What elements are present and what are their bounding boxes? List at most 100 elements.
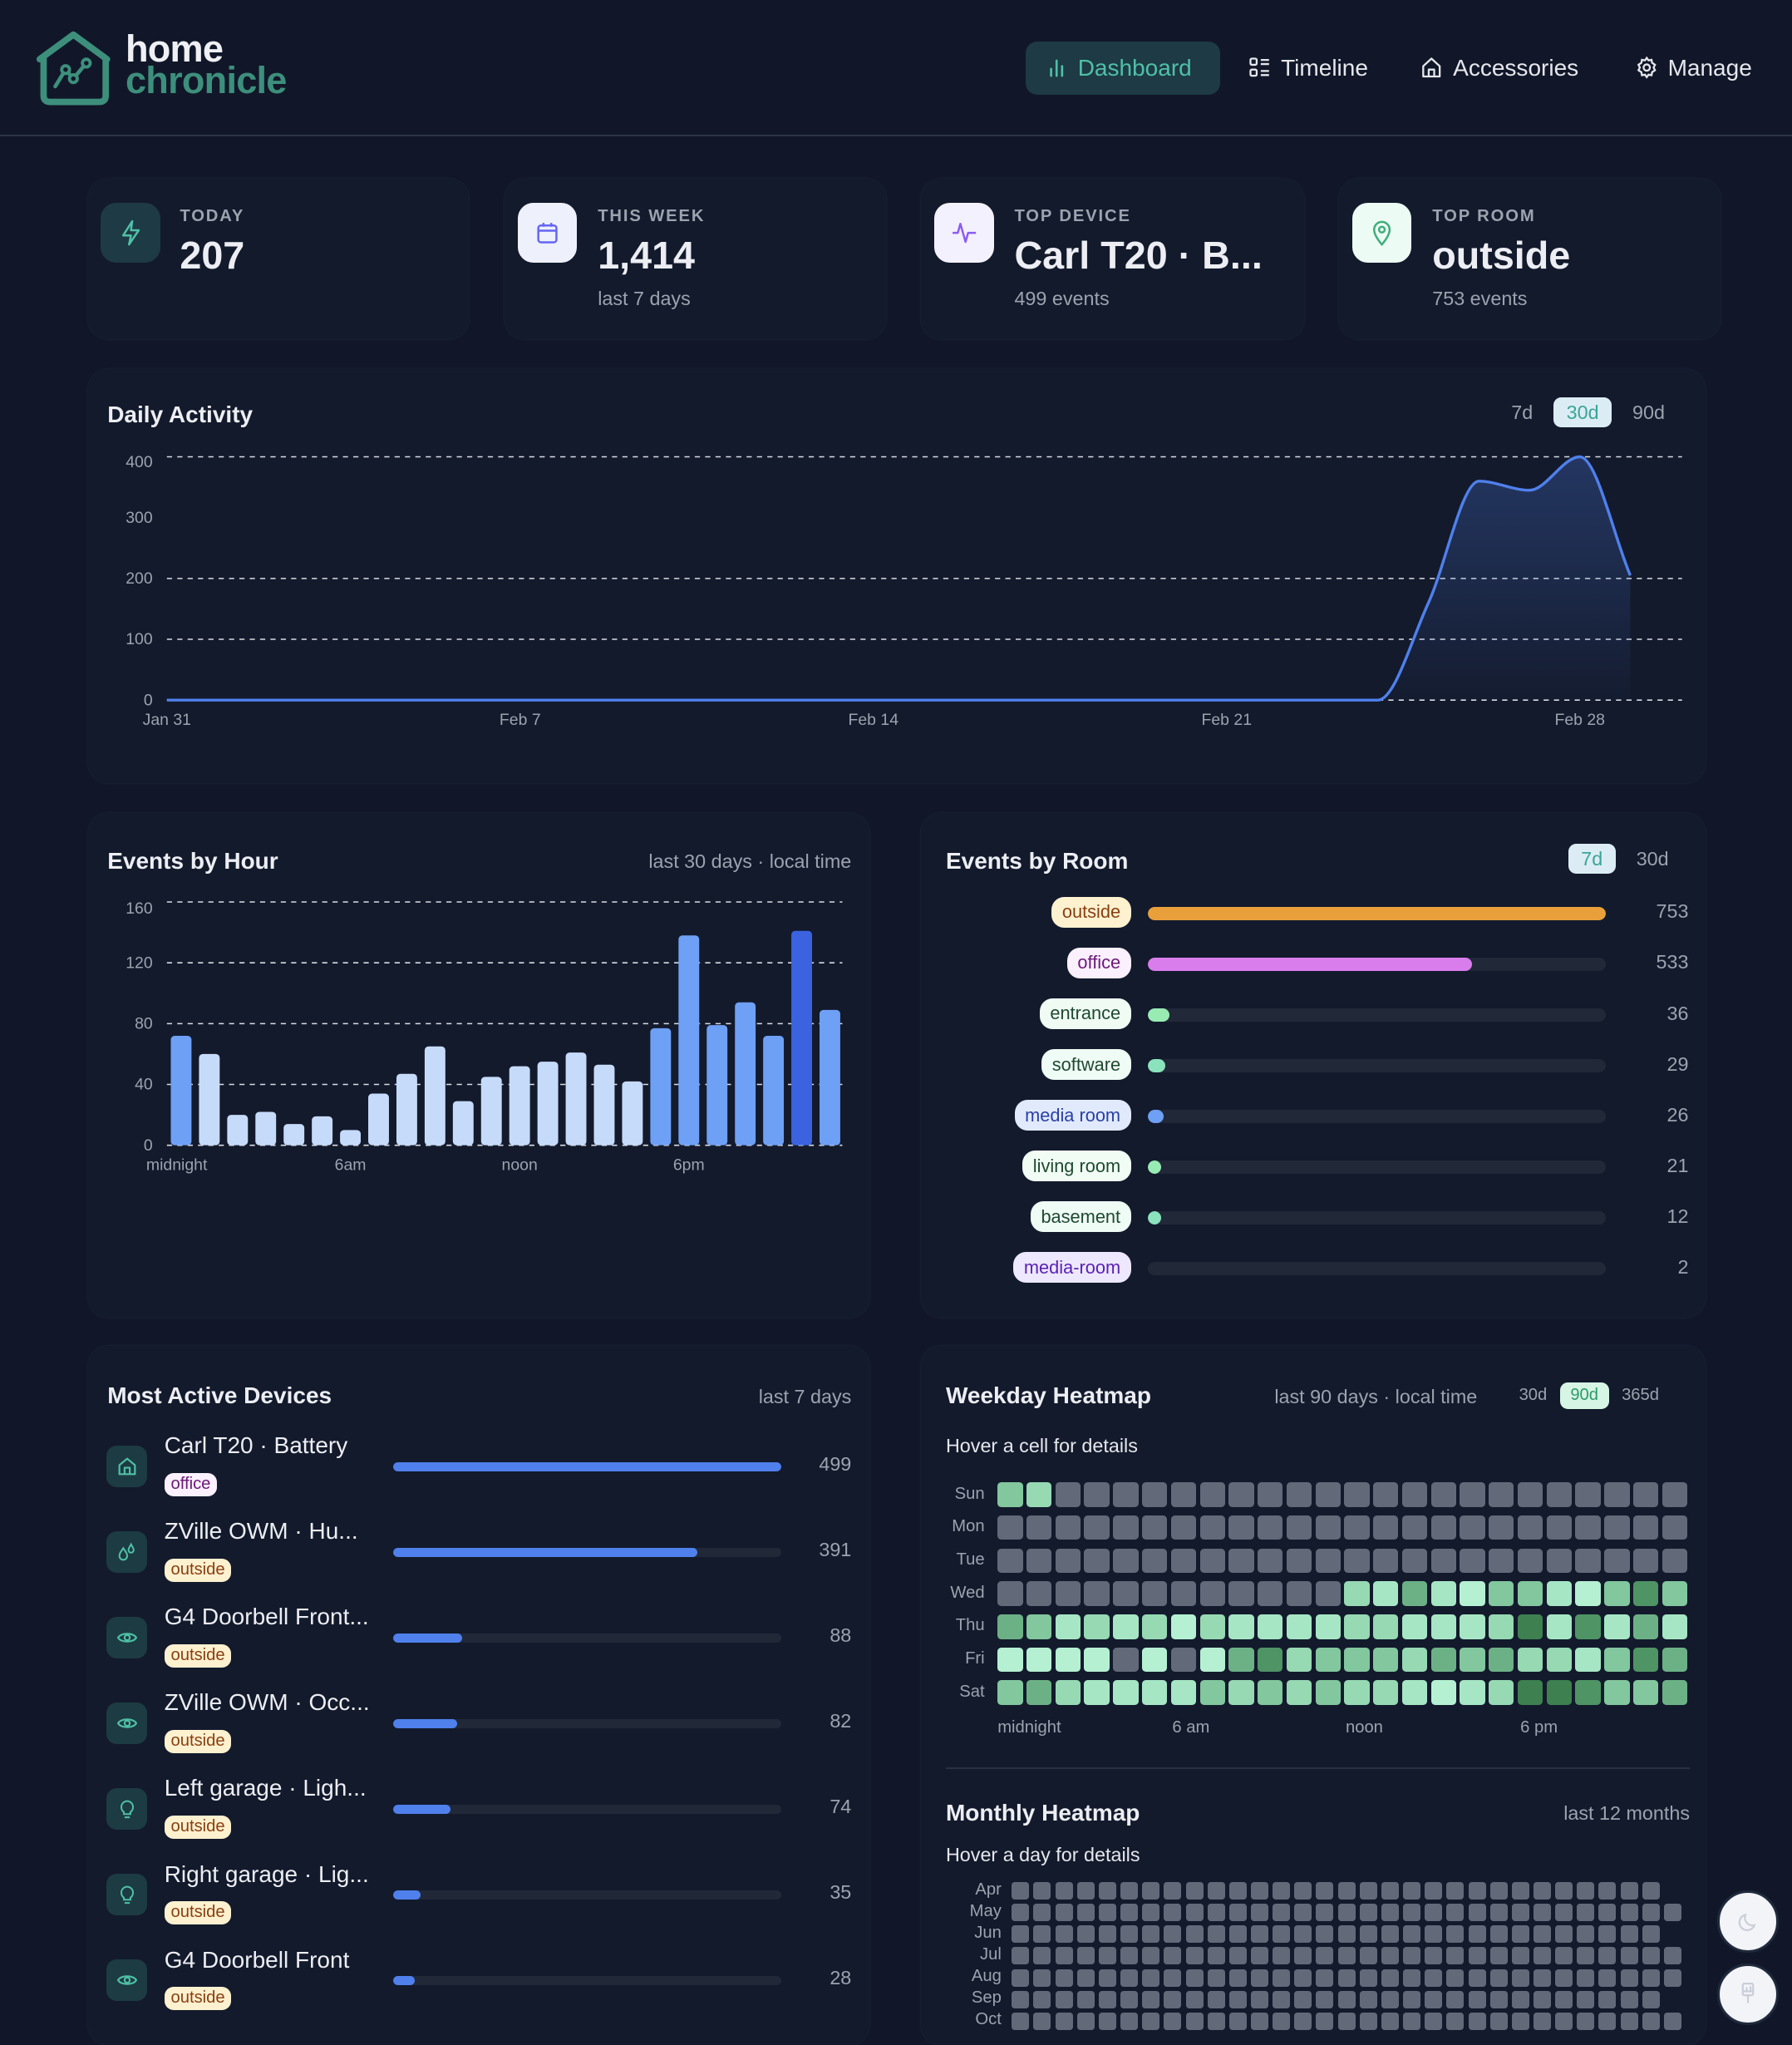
day-cell[interactable] — [1076, 1925, 1095, 1944]
day-cell[interactable] — [1577, 1969, 1595, 1987]
day-cell[interactable] — [1207, 1969, 1225, 1987]
bar[interactable] — [227, 1115, 249, 1146]
heatmap-cell[interactable] — [1084, 1482, 1110, 1507]
day-cell[interactable] — [1316, 1925, 1334, 1944]
day-cell[interactable] — [1055, 1969, 1073, 1987]
heatmap-cell[interactable] — [997, 1581, 1023, 1606]
day-cell[interactable] — [1555, 2012, 1573, 2030]
heatmap-cell[interactable] — [1401, 1515, 1428, 1540]
heatmap-cell[interactable] — [1373, 1614, 1399, 1639]
nav-manage[interactable]: Manage — [1616, 42, 1771, 95]
heatmap-cell[interactable] — [1170, 1581, 1197, 1606]
heatmap-cell[interactable] — [1460, 1482, 1485, 1507]
heatmap-cell[interactable] — [1546, 1581, 1573, 1606]
data-point[interactable] — [1371, 692, 1386, 708]
day-cell[interactable] — [1164, 1969, 1182, 1987]
day-cell[interactable] — [1577, 1882, 1595, 1900]
heatmap-cell[interactable] — [997, 1647, 1023, 1673]
day-cell[interactable] — [1207, 1925, 1225, 1944]
heatmap-cell[interactable] — [997, 1548, 1023, 1574]
heatmap-cell[interactable] — [1604, 1515, 1630, 1540]
day-cell[interactable] — [1489, 2012, 1508, 2030]
day-cell[interactable] — [1511, 1969, 1529, 1987]
day-cell[interactable] — [1098, 1947, 1116, 1965]
heatmap-cell[interactable] — [1517, 1581, 1543, 1606]
day-cell[interactable] — [1098, 1969, 1116, 1987]
heatmap-cell[interactable] — [1199, 1515, 1225, 1540]
day-cell[interactable] — [1555, 1925, 1573, 1944]
room-row[interactable]: outside 753 — [921, 895, 1705, 932]
heatmap-cell[interactable] — [1142, 1482, 1168, 1507]
day-cell[interactable] — [1425, 1882, 1443, 1900]
day-cell[interactable] — [1316, 1882, 1334, 1900]
day-cell[interactable] — [1489, 1925, 1508, 1944]
heatmap-cell[interactable] — [1632, 1515, 1659, 1540]
day-cell[interactable] — [1555, 1904, 1573, 1922]
day-cell[interactable] — [1511, 1947, 1529, 1965]
day-cell[interactable] — [1468, 1990, 1486, 2008]
heatmap-cell[interactable] — [1142, 1548, 1168, 1574]
heatmap-cell[interactable] — [1199, 1548, 1225, 1574]
heatmap-cell[interactable] — [1113, 1647, 1139, 1673]
day-cell[interactable] — [1055, 1990, 1073, 2008]
day-cell[interactable] — [1425, 1904, 1443, 1922]
heatmap-cell[interactable] — [1632, 1614, 1659, 1639]
heatmap-cell[interactable] — [1055, 1548, 1081, 1574]
heatmap-cell[interactable] — [1170, 1548, 1197, 1574]
heatmap-cell[interactable] — [1026, 1482, 1052, 1507]
day-cell[interactable] — [1207, 1904, 1225, 1922]
heatmap-cell[interactable] — [1546, 1515, 1573, 1540]
room-row[interactable]: office 533 — [921, 946, 1705, 983]
range-90d[interactable]: 90d — [1559, 1382, 1609, 1409]
day-cell[interactable] — [1316, 2012, 1334, 2030]
day-cell[interactable] — [1207, 1947, 1225, 1965]
heatmap-cell[interactable] — [1489, 1515, 1514, 1540]
day-cell[interactable] — [1598, 1882, 1617, 1900]
heatmap-cell[interactable] — [1315, 1548, 1341, 1574]
day-cell[interactable] — [1468, 1969, 1486, 1987]
day-cell[interactable] — [1185, 1925, 1204, 1944]
heatmap-cell[interactable] — [1286, 1647, 1312, 1673]
day-cell[interactable] — [1468, 1925, 1486, 1944]
day-cell[interactable] — [1446, 1882, 1465, 1900]
day-cell[interactable] — [1055, 1925, 1073, 1944]
range-30d[interactable]: 30d — [1519, 1386, 1548, 1405]
heatmap-cell[interactable] — [1430, 1647, 1456, 1673]
day-cell[interactable] — [1251, 2012, 1269, 2030]
day-cell[interactable] — [1577, 1925, 1595, 1944]
day-cell[interactable] — [1555, 1947, 1573, 1965]
heatmap-cell[interactable] — [1460, 1515, 1485, 1540]
room-row[interactable]: software 29 — [921, 1047, 1705, 1084]
range-90d[interactable]: 90d — [1632, 401, 1665, 423]
nav-timeline[interactable]: Timeline — [1229, 42, 1387, 95]
day-cell[interactable] — [1207, 2012, 1225, 2030]
day-cell[interactable] — [1663, 1947, 1681, 1965]
heatmap-cell[interactable] — [1546, 1482, 1573, 1507]
day-cell[interactable] — [1620, 1882, 1638, 1900]
day-cell[interactable] — [1228, 1925, 1247, 1944]
day-cell[interactable] — [1511, 1904, 1529, 1922]
day-cell[interactable] — [1098, 1882, 1116, 1900]
heatmap-cell[interactable] — [1430, 1581, 1456, 1606]
heatmap-cell[interactable] — [997, 1482, 1023, 1507]
bar[interactable] — [340, 1130, 362, 1146]
day-cell[interactable] — [1534, 1882, 1551, 1900]
heatmap-cell[interactable] — [1546, 1548, 1573, 1574]
device-row[interactable]: ZVille OWM · Hu... outside 391 — [104, 1518, 861, 1588]
day-cell[interactable] — [1468, 2012, 1486, 2030]
day-cell[interactable] — [1033, 1990, 1051, 2008]
bar[interactable] — [593, 1064, 615, 1146]
heatmap-cell[interactable] — [1546, 1680, 1573, 1705]
device-row[interactable]: ZVille OWM · Occ... outside 82 — [104, 1689, 861, 1759]
heatmap-cell[interactable] — [1113, 1614, 1139, 1639]
day-cell[interactable] — [1663, 1904, 1681, 1922]
day-cell[interactable] — [1534, 1969, 1551, 1987]
day-cell[interactable] — [1489, 1947, 1508, 1965]
device-row[interactable]: Left garage · Ligh... outside 74 — [104, 1775, 861, 1845]
day-cell[interactable] — [1359, 1904, 1377, 1922]
heatmap-cell[interactable] — [1344, 1482, 1370, 1507]
heatmap-cell[interactable] — [1632, 1581, 1659, 1606]
day-cell[interactable] — [1251, 1904, 1269, 1922]
day-cell[interactable] — [1555, 1882, 1573, 1900]
heatmap-cell[interactable] — [1662, 1614, 1688, 1639]
